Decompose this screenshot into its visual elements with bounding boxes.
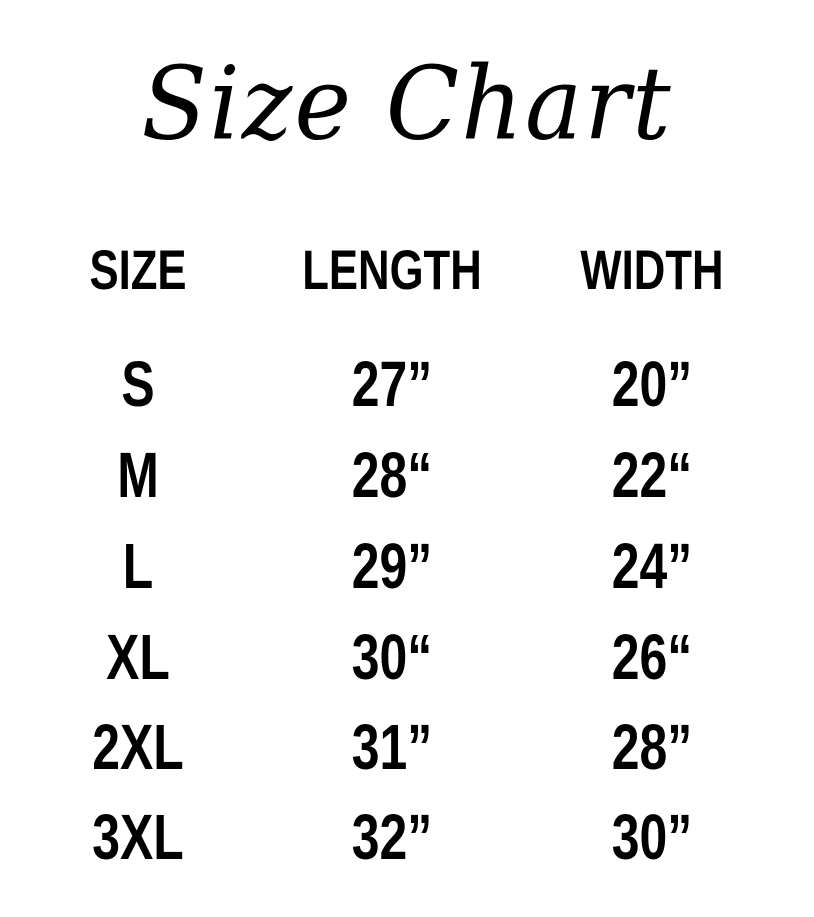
width-cell: 26“ — [611, 621, 693, 693]
length-cell: 31” — [351, 711, 433, 783]
size-cell: 2XL — [92, 711, 184, 783]
size-cell: M — [117, 439, 159, 511]
length-cell: 27” — [351, 348, 433, 420]
width-cell: 30” — [611, 801, 693, 873]
size-cell: L — [122, 530, 154, 602]
width-cell: 20” — [611, 348, 693, 420]
width-cell: 28” — [611, 711, 693, 783]
length-cell: 28“ — [351, 439, 433, 511]
chart-title: Size Chart — [141, 45, 673, 163]
length-cell: 32” — [351, 801, 433, 873]
width-cell: 24” — [611, 530, 693, 602]
header-width: WIDTH — [580, 238, 724, 301]
size-cell: S — [121, 348, 155, 420]
length-cell: 30“ — [351, 621, 433, 693]
size-cell: 3XL — [92, 801, 184, 873]
size-cell: XL — [106, 621, 170, 693]
header-length: LENGTH — [302, 238, 482, 301]
length-cell: 29” — [351, 530, 433, 602]
header-size: SIZE — [89, 238, 187, 301]
width-cell: 22“ — [611, 439, 693, 511]
